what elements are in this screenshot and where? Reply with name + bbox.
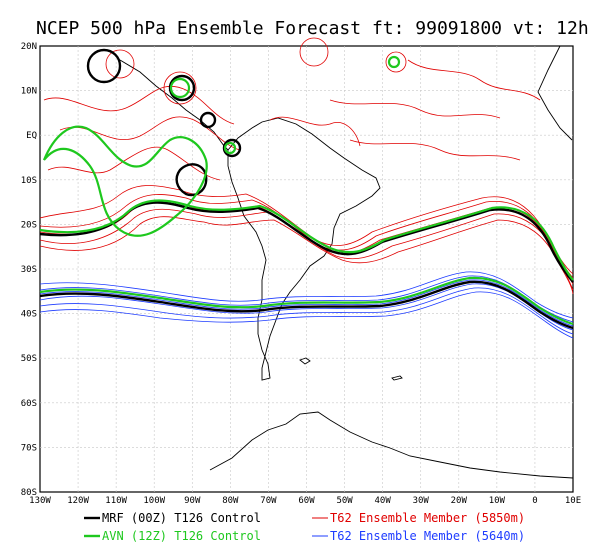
red-contour: [349, 139, 521, 161]
lon-tick-label: 20W: [451, 496, 468, 506]
lon-tick-label: 90W: [184, 496, 201, 506]
antarctica-peninsula: [209, 411, 574, 479]
legend: MRF (00Z) T126 Control AVN (12Z) T126 Con…: [84, 511, 525, 543]
legend-item: AVN (12Z) T126 Control: [84, 529, 261, 543]
legend-label: AVN (12Z) T126 Control: [102, 529, 261, 543]
chart-title: NCEP 500 hPa Ensemble Forecast ft: 99091…: [36, 18, 589, 39]
lon-tick-label: 70W: [260, 496, 277, 506]
lon-tick-label: 110W: [105, 496, 127, 506]
graticule: [40, 46, 573, 492]
legend-label: T62 Ensemble Member (5850m): [330, 511, 525, 525]
lon-tick-label: 120W: [67, 496, 89, 506]
avn-control-contour: [39, 55, 574, 326]
lon-tick-label: 0: [532, 496, 537, 506]
red-closed-contour: [105, 49, 135, 79]
avn-tropical-contour: [42, 125, 208, 237]
lat-tick-label: EQ: [26, 131, 37, 141]
africa-west-coast: [537, 45, 573, 141]
falkland-islands: [299, 357, 311, 365]
red-contour: [39, 216, 574, 295]
lat-tick-label: 40S: [21, 310, 37, 320]
avn-closed-contour: [387, 55, 401, 69]
lat-tick-label: 70S: [21, 443, 37, 453]
lon-tick-label: 80W: [222, 496, 239, 506]
red-contour: [43, 85, 235, 125]
blue-contour: [39, 271, 574, 319]
red-contour: [269, 116, 361, 147]
mrf-closed-contour: [175, 163, 208, 197]
red-contour: [47, 146, 221, 181]
lat-tick-label: 50S: [21, 354, 37, 364]
south-america-outline: [227, 117, 381, 381]
blue-contour: [39, 287, 574, 335]
red-contour: [407, 59, 541, 101]
mrf-5640m-contour: [39, 280, 574, 330]
lon-tick-label: 10E: [565, 496, 581, 506]
avn-closed-contour: [169, 77, 191, 99]
central-america-outline: [119, 59, 229, 151]
legend-item: T62 Ensemble Member (5640m): [312, 529, 525, 543]
avn-5850m-contour: [39, 199, 574, 281]
lat-tick-label: 20S: [21, 220, 37, 230]
south-georgia: [391, 375, 403, 381]
mrf-closed-contour: [199, 111, 217, 129]
avn-closed-contour: [223, 141, 237, 155]
lon-tick-label: 130W: [29, 496, 51, 506]
lon-tick-label: 60W: [298, 496, 315, 506]
lat-tick-label: 60S: [21, 399, 37, 409]
legend-item: T62 Ensemble Member (5850m): [312, 511, 525, 525]
legend-item: MRF (00Z) T126 Control: [84, 511, 261, 525]
lon-tick-label: 100W: [143, 496, 165, 506]
avn-5640m-contour: [39, 276, 574, 326]
red-contour: [59, 116, 241, 151]
coastlines: [119, 45, 574, 479]
lat-tick-label: 80S: [21, 488, 37, 498]
mrf-5850m-contour: [39, 201, 574, 283]
lat-tick-label: 10N: [21, 87, 37, 97]
lon-tick-labels: 130W 120W 110W 100W 90W 80W 70W 60W 50W 40W 30W 20W…: [29, 496, 581, 506]
lat-tick-labels: 20N 10N EQ 10S 20S 30S 40S 50S 60S 70S 80S: [21, 42, 37, 498]
blue-contour: [39, 279, 574, 327]
red-closed-contour: [299, 37, 329, 67]
lat-tick-label: 10S: [21, 176, 37, 186]
blue-contour: [39, 291, 574, 339]
red-closed-contour: [385, 51, 407, 73]
red-contour: [329, 99, 501, 119]
mrf-closed-contour: [86, 48, 122, 84]
legend-label: MRF (00Z) T126 Control: [102, 511, 261, 525]
legend-label: T62 Ensemble Member (5640m): [330, 529, 525, 543]
lat-tick-label: 20N: [21, 42, 37, 52]
red-contour: [39, 208, 574, 291]
lat-tick-label: 30S: [21, 265, 37, 275]
lon-tick-label: 10W: [489, 496, 506, 506]
red-closed-contour: [163, 71, 197, 105]
lon-tick-label: 50W: [336, 496, 353, 506]
lon-tick-label: 40W: [375, 496, 392, 506]
lon-tick-label: 30W: [413, 496, 430, 506]
map-panel: 20N 10N EQ 10S 20S 30S 40S 50S 60S 70S 80S 130W 120…: [21, 37, 581, 506]
